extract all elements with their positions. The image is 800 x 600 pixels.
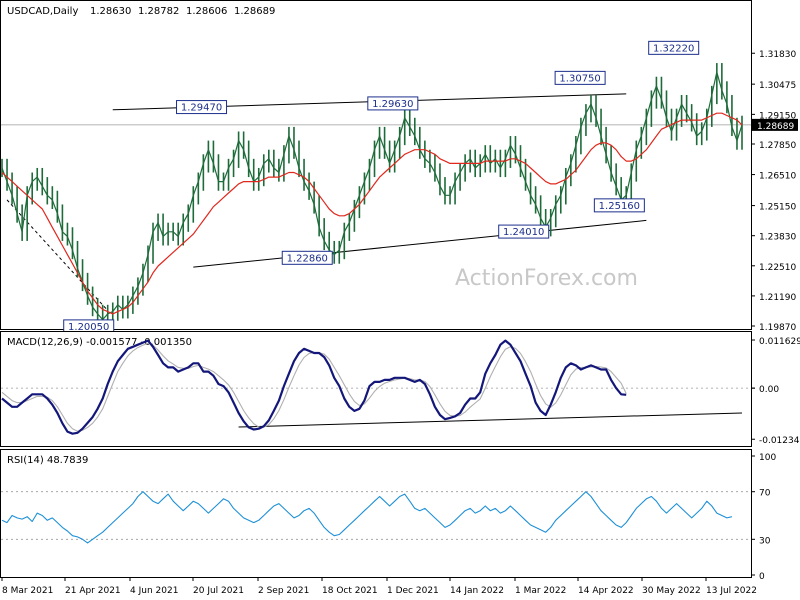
price-panel-frame <box>0 0 752 330</box>
rsi-tick-label: 70 <box>759 489 771 499</box>
price-tick-label: 1.27850 <box>759 141 796 151</box>
x-tick-label: 1 Dec 2021 <box>387 586 439 596</box>
ohlc-low: 1.28606 <box>186 6 227 17</box>
price-label-box <box>281 250 333 265</box>
price-tick-label: 1.22510 <box>759 263 796 273</box>
price-tick-label: 1.25150 <box>759 203 796 213</box>
lower-channel-line <box>193 219 647 268</box>
last-price-badge-text: 1.28689 <box>757 122 794 132</box>
x-tick-label: 30 May 2022 <box>642 586 701 596</box>
macd-tick-label: -0.012348 <box>759 436 800 446</box>
rsi-panel: RSI(14) 48.7839 100 70 30 0 <box>0 449 776 582</box>
price-label-box <box>498 224 550 239</box>
price-label-text: 1.25160 <box>599 201 640 212</box>
x-tick-label: 14 Jan 2022 <box>450 586 504 596</box>
price-tick-label: 1.23830 <box>759 233 796 243</box>
price-tick-label: 1.19870 <box>759 323 796 333</box>
rsi-axis: 100 70 30 0 <box>751 453 776 582</box>
price-label-text: 1.20050 <box>68 322 109 333</box>
rsi-title: RSI(14) 48.7839 <box>7 455 88 466</box>
macd-series <box>1 339 751 435</box>
macd-tick-label: 0.00 <box>759 385 779 395</box>
rsi-tick-label: 0 <box>759 572 765 582</box>
x-tick-label: 1 Mar 2022 <box>515 586 566 596</box>
x-tick-label: 13 Jul 2022 <box>706 586 757 596</box>
rsi-line <box>1 491 733 544</box>
macd-line <box>1 339 627 435</box>
moving-average-line <box>1 112 743 315</box>
price-labels: 1.20050 1.29470 1.22860 1.29630 1.24010 1.307… <box>63 40 700 334</box>
ohlc-close: 1.28689 <box>234 6 275 17</box>
price-label-box <box>593 198 645 213</box>
x-axis: 8 Mar 2021 21 Apr 2021 4 Jun 2021 20 Jul 20… <box>1 577 757 596</box>
x-tick-label: 4 Jun 2021 <box>130 586 178 596</box>
x-tick-label: 14 Apr 2022 <box>578 586 634 596</box>
price-axis: 1.31830 1.30475 1.29150 1.27850 1.26510 1.251… <box>751 50 798 333</box>
macd-axis: 0.011629 0.00 -0.012348 <box>751 337 800 446</box>
chart-title: USDCAD,Daily <box>7 6 78 17</box>
rsi-panel-frame <box>0 449 752 578</box>
price-tick-label: 1.29150 <box>759 111 796 121</box>
price-tick-label: 1.30475 <box>759 81 796 91</box>
macd-panel-frame <box>0 331 752 447</box>
rsi-series <box>1 491 751 544</box>
rsi-tick-label: 100 <box>759 453 776 463</box>
price-label-box <box>367 96 419 111</box>
macd-title: MACD(12,26,9) -0.001577 -0.001350 <box>7 337 192 348</box>
price-series <box>1 63 743 329</box>
price-label-text: 1.30750 <box>559 73 600 84</box>
price-label-box <box>554 70 606 85</box>
price-label-text: 1.29470 <box>181 103 222 114</box>
price-label-box <box>176 100 228 115</box>
ohlc-high: 1.28782 <box>138 6 179 17</box>
price-close-line <box>1 71 743 321</box>
price-tick-label: 1.31830 <box>759 50 796 60</box>
x-tick-label: 18 Oct 2021 <box>322 586 378 596</box>
last-price-badge <box>752 118 798 131</box>
price-label-box <box>648 40 700 55</box>
price-label-text: 1.22860 <box>287 253 328 264</box>
price-panel: USDCAD,Daily 1.28630 1.28782 1.28606 1.2… <box>0 0 798 334</box>
ohlc-open: 1.28630 <box>90 6 131 17</box>
rsi-tick-label: 30 <box>759 536 771 546</box>
price-label-text: 1.24010 <box>503 227 544 238</box>
x-tick-label: 8 Mar 2021 <box>2 586 53 596</box>
macd-panel: MACD(12,26,9) -0.001577 -0.001350 0.0116… <box>0 331 800 447</box>
price-label-text: 1.29630 <box>372 99 413 110</box>
x-tick-label: 20 Jul 2021 <box>193 586 244 596</box>
x-tick-label: 21 Apr 2021 <box>65 586 121 596</box>
price-label-text: 1.32220 <box>653 43 694 54</box>
macd-tick-label: 0.011629 <box>759 337 800 347</box>
macd-trendline <box>238 412 743 428</box>
price-tick-label: 1.21190 <box>759 293 796 303</box>
x-tick-label: 2 Sep 2021 <box>258 586 309 596</box>
price-tick-label: 1.26510 <box>759 172 796 182</box>
watermark: ActionForex.com <box>455 266 638 291</box>
